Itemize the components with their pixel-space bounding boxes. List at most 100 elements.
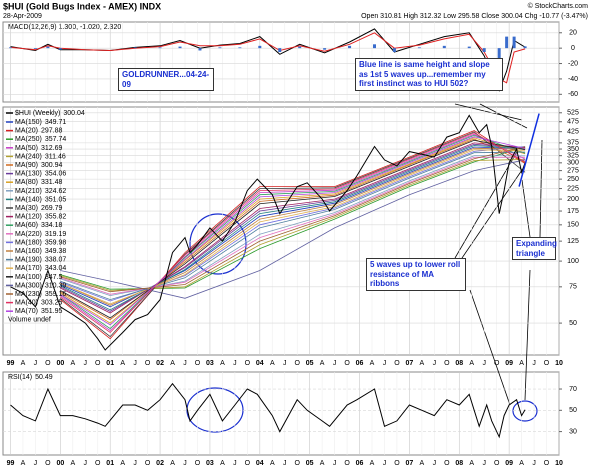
x-tick-label: 02 — [156, 460, 164, 467]
x-tick-label: J — [233, 360, 237, 367]
x-tick-label: O — [195, 460, 201, 467]
y-tick-label: 300 — [567, 160, 579, 167]
moving-average — [60, 136, 526, 326]
histogram-bar — [158, 47, 162, 49]
legend-name: MA(30) — [15, 205, 38, 212]
moving-average — [60, 159, 526, 299]
histogram-bar — [278, 48, 282, 52]
legend-value: 324.62 — [45, 188, 67, 195]
legend-entry: RSI(14) 50.49 — [8, 374, 53, 381]
y-tick-label: -20 — [568, 60, 578, 67]
x-tick-label: 00 — [56, 360, 64, 367]
x-tick-label: O — [294, 460, 300, 467]
x-tick-label: 07 — [406, 360, 414, 367]
x-tick-label: J — [34, 360, 38, 367]
x-tick-label: O — [45, 460, 51, 467]
pointer-line — [524, 269, 531, 401]
legend-name: MA(230) — [15, 291, 42, 298]
x-tick-label: O — [444, 360, 450, 367]
legend-entry: MA(30) 269.79 — [15, 205, 62, 212]
histogram-bar — [8, 47, 12, 49]
legend-value: 300.04 — [63, 110, 85, 117]
legend-entry: MA(100) 347.5 — [15, 274, 62, 281]
x-tick-label: J — [183, 460, 187, 467]
histogram-bar — [505, 36, 509, 49]
histogram-bar — [323, 48, 327, 50]
x-tick-label: O — [544, 360, 550, 367]
y-tick-label: 70 — [569, 386, 577, 393]
x-tick-label: 05 — [306, 360, 314, 367]
x-tick-label: J — [283, 360, 287, 367]
x-tick-label: A — [120, 360, 125, 367]
x-tick-label: O — [145, 360, 151, 367]
x-tick-label: O — [444, 460, 450, 467]
pointer-line — [454, 149, 519, 259]
pointer-line — [521, 179, 531, 238]
moving-average — [60, 146, 526, 290]
x-tick-label: O — [344, 360, 350, 367]
legend-value: 351.95 — [41, 308, 63, 315]
legend-value: 349.71 — [45, 119, 67, 126]
x-tick-label: J — [133, 460, 137, 467]
histogram-bar — [46, 46, 50, 49]
x-tick-label: A — [170, 360, 175, 367]
legend-value: 303.25 — [41, 299, 63, 306]
legend-name: MA(170) — [15, 265, 42, 272]
x-tick-label: A — [370, 460, 375, 467]
x-tick-label: J — [383, 360, 387, 367]
moving-average — [60, 142, 526, 314]
x-tick-label: A — [120, 460, 125, 467]
x-tick-label: 03 — [206, 360, 214, 367]
histogram-bar — [467, 46, 471, 49]
legend-value: 355.82 — [45, 213, 67, 220]
legend-value: 311.46 — [45, 153, 66, 160]
trend-line — [518, 113, 540, 187]
legend-entry: MA(250) 357.74 — [15, 136, 66, 143]
x-tick-label: O — [95, 360, 101, 367]
y-tick-label: 50 — [569, 407, 577, 414]
x-tick-label: 00 — [56, 460, 64, 467]
x-tick-label: A — [220, 360, 225, 367]
legend-entry: MA(180) 359.98 — [15, 239, 66, 246]
x-tick-label: J — [333, 460, 337, 467]
histogram-bar — [523, 46, 527, 49]
histogram-bar — [497, 48, 501, 60]
legend-value: 297.88 — [41, 127, 63, 134]
x-tick-label: J — [133, 360, 137, 367]
x-tick-label: O — [494, 460, 500, 467]
histogram-bar — [442, 45, 446, 49]
x-tick-label: 08 — [455, 460, 463, 467]
macd-label: MACD(12,26,9) 1.300, -1.020, 2.320 — [8, 24, 121, 31]
histogram-bar — [58, 48, 62, 50]
legend-value: 338.07 — [45, 256, 67, 263]
plot — [8, 28, 540, 439]
legend-name: MA(70) — [15, 308, 38, 315]
y-tick-label: 525 — [567, 110, 579, 117]
x-tick-label: J — [383, 460, 387, 467]
highlight-circle — [512, 400, 538, 422]
legend-name: MA(250) — [15, 136, 42, 143]
y-tick-label: 275 — [567, 167, 579, 174]
legend-entry: MA(140) 351.05 — [15, 196, 66, 203]
x-tick-label: 03 — [206, 460, 214, 467]
legend-name: MA(100) — [15, 274, 42, 281]
legend-entry: MA(20) 297.88 — [15, 127, 62, 134]
annotation: Expanding triangle — [512, 237, 557, 260]
moving-average — [60, 149, 526, 305]
legend-name: MA(60) — [15, 222, 38, 229]
x-tick-label: O — [294, 360, 300, 367]
legend-name: MA(190) — [15, 256, 42, 263]
x-tick-label: J — [283, 460, 287, 467]
legend-name: MA(180) — [15, 239, 42, 246]
legend-entry: $HUI (Weekly) 300.04 — [15, 110, 85, 117]
legend-name: MA(220) — [15, 231, 42, 238]
legend-value: 359.16 — [45, 291, 67, 298]
x-tick-label: O — [394, 460, 400, 467]
histogram-bar — [198, 48, 202, 51]
legend-entry: Volume undef — [8, 317, 51, 324]
moving-average — [60, 146, 526, 302]
y-tick-label: 20 — [569, 30, 577, 37]
x-tick-label: A — [370, 360, 375, 367]
legend-name: MA(300) — [15, 282, 42, 289]
